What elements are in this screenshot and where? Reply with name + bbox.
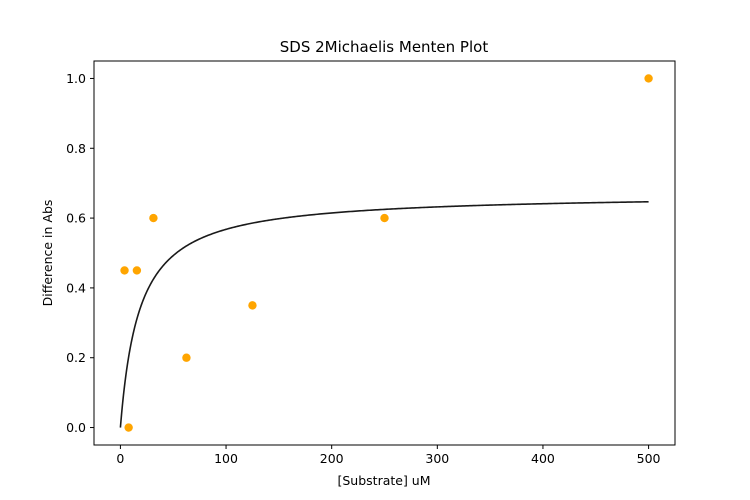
x-tick-label: 200 bbox=[320, 451, 344, 466]
y-tick-label: 1.0 bbox=[66, 71, 86, 86]
data-point bbox=[149, 213, 158, 223]
data-point bbox=[124, 423, 133, 432]
y-tick-label: 0.6 bbox=[66, 211, 86, 226]
x-tick-label: 100 bbox=[214, 451, 238, 466]
plot-area bbox=[119, 74, 653, 432]
x-tick-label: 400 bbox=[531, 451, 555, 466]
data-point bbox=[182, 353, 191, 362]
data-point bbox=[380, 213, 389, 223]
x-tick-label: 300 bbox=[425, 451, 449, 466]
y-axis-label: Difference in Abs bbox=[40, 200, 55, 307]
x-axis: 0 100 200 300 400 500 bbox=[116, 445, 661, 466]
plot-frame bbox=[93, 60, 676, 446]
x-tick-label: 0 bbox=[116, 451, 124, 466]
fit-curve bbox=[119, 200, 649, 428]
y-tick-label: 0.0 bbox=[66, 420, 86, 435]
data-point bbox=[248, 301, 257, 310]
x-axis-label: [Substrate] uM bbox=[337, 473, 430, 488]
data-point bbox=[120, 266, 129, 275]
y-axis: 0.0 0.2 0.4 0.6 0.8 1.0 bbox=[66, 71, 94, 435]
x-tick-label: 500 bbox=[637, 451, 661, 466]
y-tick-label: 0.8 bbox=[66, 141, 86, 156]
data-point bbox=[644, 74, 653, 83]
chart-title: SDS 2Michaelis Menten Plot bbox=[280, 38, 489, 56]
data-point bbox=[132, 266, 142, 275]
y-tick-label: 0.4 bbox=[66, 280, 86, 295]
y-tick-label: 0.2 bbox=[66, 350, 86, 365]
